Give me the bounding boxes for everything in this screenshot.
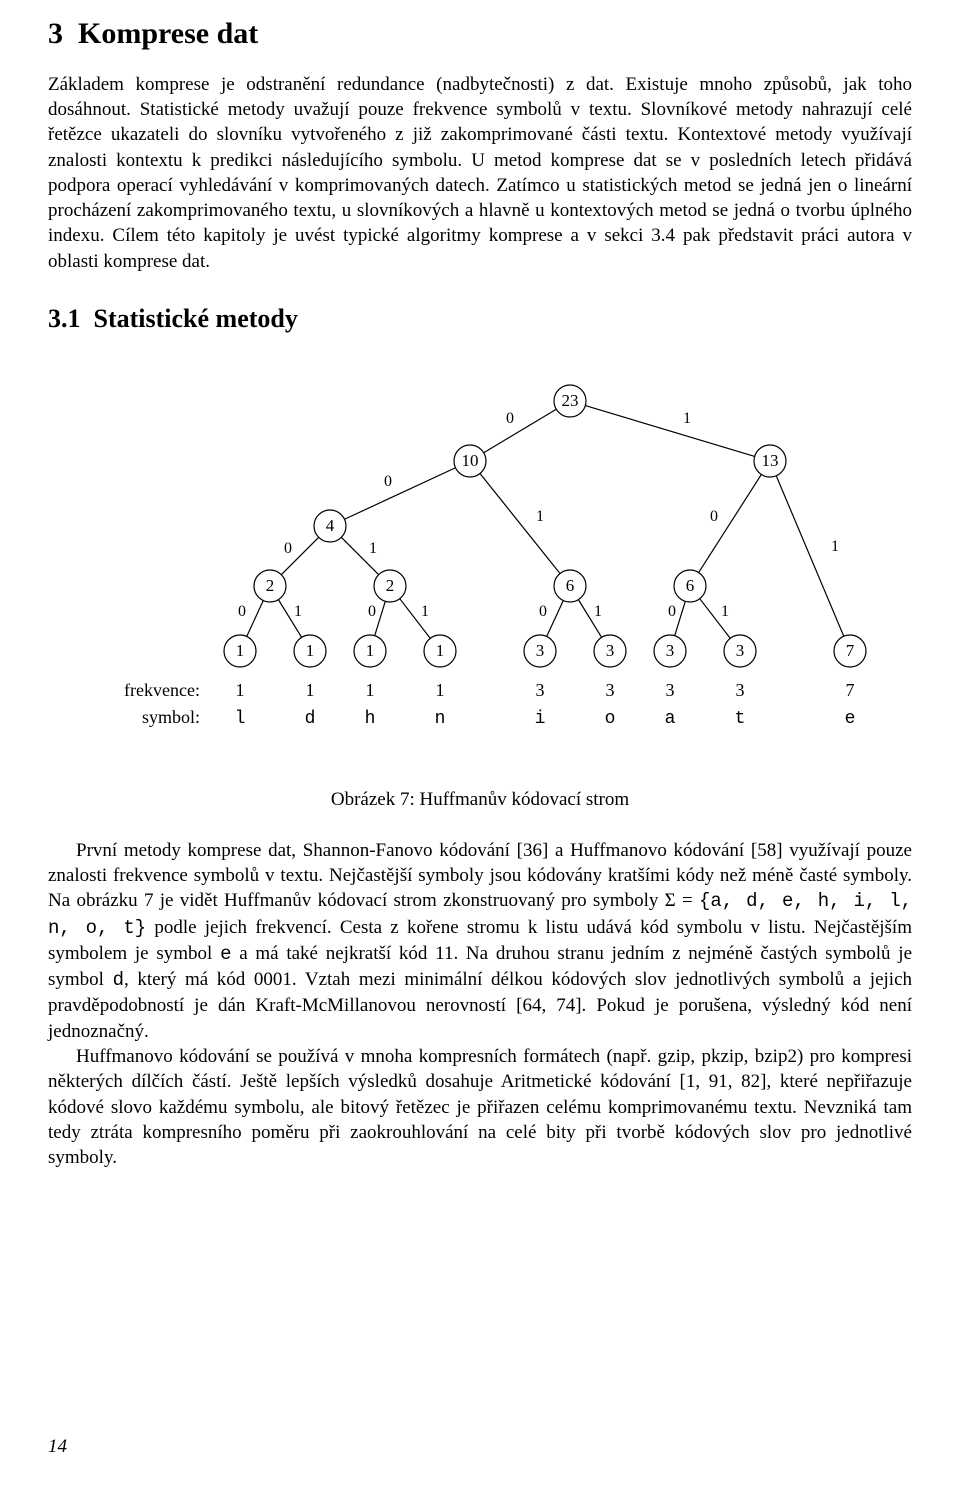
svg-text:1: 1 xyxy=(366,641,375,660)
page: 3 Komprese dat Základem komprese je odst… xyxy=(0,0,960,1487)
edge-label: 1 xyxy=(369,540,377,557)
page-number: 14 xyxy=(48,1434,67,1459)
svg-text:4: 4 xyxy=(326,516,335,535)
svg-text:2: 2 xyxy=(266,576,275,595)
svg-text:10: 10 xyxy=(462,451,479,470)
svg-text:3: 3 xyxy=(736,641,745,660)
edge xyxy=(247,600,264,636)
tree-node: 3 xyxy=(594,635,626,667)
symbol-value: d xyxy=(305,709,316,729)
freq-value: 7 xyxy=(846,680,855,700)
svg-text:3: 3 xyxy=(536,641,545,660)
huffman-tree-svg: 010101010101010123101342266111133337frek… xyxy=(70,371,890,761)
section-number: 3 xyxy=(48,17,63,50)
tree-node: 2 xyxy=(254,570,286,602)
edge-label: 0 xyxy=(539,603,547,620)
section-heading: 3 Komprese dat xyxy=(48,14,912,54)
tree-node: 4 xyxy=(314,510,346,542)
tree-node: 7 xyxy=(834,635,866,667)
tree-node: 1 xyxy=(354,635,386,667)
symbol-value: i xyxy=(535,709,546,729)
edge-label: 1 xyxy=(721,603,729,620)
freq-row-label: frekvence: xyxy=(124,680,200,700)
symbol-value: e xyxy=(845,709,856,729)
edge xyxy=(699,474,762,572)
edge-label: 0 xyxy=(368,603,376,620)
freq-value: 1 xyxy=(306,680,315,700)
freq-value: 1 xyxy=(436,680,445,700)
edge-label: 1 xyxy=(536,508,544,525)
edge-label: 0 xyxy=(668,603,676,620)
huffman-figure: 010101010101010123101342266111133337frek… xyxy=(48,371,912,761)
symbol-value: h xyxy=(365,709,376,729)
symbol-value: l xyxy=(235,709,246,729)
edge-label: 0 xyxy=(506,410,514,427)
edge-label: 0 xyxy=(384,473,392,490)
tree-node: 3 xyxy=(654,635,686,667)
tree-node: 23 xyxy=(554,385,586,417)
edge-label: 1 xyxy=(594,603,602,620)
p2-sym-d: d xyxy=(113,969,124,991)
freq-value: 3 xyxy=(536,680,545,700)
subsection-heading: 3.1 Statistické metody xyxy=(48,302,912,337)
tree-node: 10 xyxy=(454,445,486,477)
tree-node: 13 xyxy=(754,445,786,477)
edge-label: 1 xyxy=(831,538,839,555)
tree-node: 1 xyxy=(294,635,326,667)
paragraph-1: Základem komprese je odstranění redundan… xyxy=(48,72,912,274)
p2-d: , který má kód 0001. Vztah mezi minimáln… xyxy=(48,969,912,1042)
tree-node: 1 xyxy=(224,635,256,667)
tree-node: 6 xyxy=(674,570,706,602)
symbol-value: a xyxy=(665,709,676,729)
svg-text:3: 3 xyxy=(666,641,675,660)
p2-sym-e: e xyxy=(220,943,231,965)
svg-text:1: 1 xyxy=(236,641,245,660)
edge-label: 1 xyxy=(294,603,302,620)
svg-text:6: 6 xyxy=(566,576,575,595)
tree-node: 2 xyxy=(374,570,406,602)
svg-text:2: 2 xyxy=(386,576,395,595)
svg-text:1: 1 xyxy=(306,641,315,660)
symbol-value: o xyxy=(605,709,616,729)
freq-value: 3 xyxy=(736,680,745,700)
edge xyxy=(585,405,754,456)
edge xyxy=(375,601,386,635)
svg-text:6: 6 xyxy=(686,576,695,595)
svg-text:7: 7 xyxy=(846,641,855,660)
edge-label: 0 xyxy=(238,603,246,620)
freq-value: 3 xyxy=(666,680,675,700)
edge-label: 0 xyxy=(710,508,718,525)
freq-value: 3 xyxy=(606,680,615,700)
edge-label: 1 xyxy=(683,410,691,427)
tree-node: 6 xyxy=(554,570,586,602)
symbol-value: n xyxy=(435,709,446,729)
edge xyxy=(345,467,456,519)
edge-label: 0 xyxy=(284,540,292,557)
subsection-title: Statistické metody xyxy=(94,304,298,333)
subsection-number: 3.1 xyxy=(48,304,81,333)
edge-label: 1 xyxy=(421,603,429,620)
edge xyxy=(776,475,844,636)
svg-text:13: 13 xyxy=(762,451,779,470)
symbol-value: t xyxy=(735,709,746,729)
svg-text:3: 3 xyxy=(606,641,615,660)
edge xyxy=(484,409,557,453)
edge xyxy=(675,601,686,635)
edge xyxy=(480,473,560,573)
symbol-row-label: symbol: xyxy=(142,707,200,727)
paragraph-2: První metody komprese dat, Shannon-Fanov… xyxy=(48,838,912,1044)
freq-value: 1 xyxy=(236,680,245,700)
edge xyxy=(547,600,564,636)
figure-caption: Obrázek 7: Huffmanův kódovací strom xyxy=(48,787,912,812)
svg-text:23: 23 xyxy=(562,391,579,410)
freq-value: 1 xyxy=(366,680,375,700)
tree-node: 1 xyxy=(424,635,456,667)
tree-node: 3 xyxy=(524,635,556,667)
section-title: Komprese dat xyxy=(78,17,258,50)
paragraph-3: Huffmanovo kódování se používá v mnoha k… xyxy=(48,1044,912,1170)
tree-node: 3 xyxy=(724,635,756,667)
svg-text:1: 1 xyxy=(436,641,445,660)
